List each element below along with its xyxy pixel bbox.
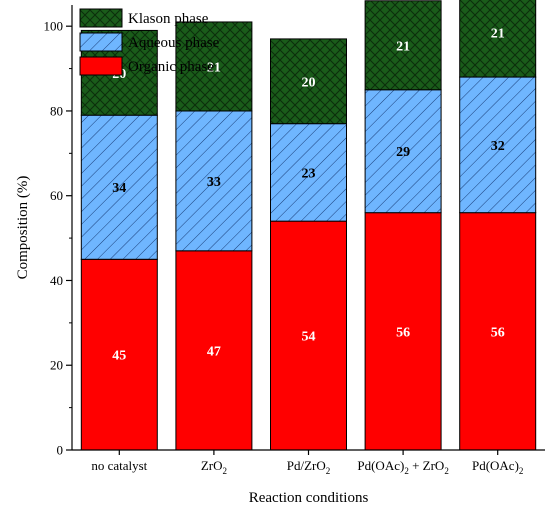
data-label-aqueous-phase-5: 32	[491, 139, 505, 154]
bar-aqueous-phase-3	[270, 123, 347, 222]
x-tick-label-1: no catalyst	[91, 458, 147, 473]
data-label-organic-phase-5: 56	[491, 325, 505, 340]
y-tick-label-20: 20	[50, 358, 63, 373]
bar-klason-phase-2	[175, 21, 253, 112]
data-label-organic-phase-1: 45	[112, 349, 126, 364]
bar-organic-phase-1	[80, 258, 158, 451]
data-label-organic-phase-4: 56	[396, 325, 410, 340]
legend-swatch-klason-phase	[79, 8, 123, 28]
labels-layer: 453420473321542320562921563221	[112, 27, 504, 364]
data-label-aqueous-phase-4: 29	[396, 145, 410, 160]
data-label-klason-phase-3: 20	[302, 75, 316, 90]
data-label-klason-phase-2: 21	[207, 60, 221, 75]
bar-klason-phase-4	[364, 0, 442, 91]
bars-layer	[80, 0, 537, 451]
y-axis-title: Composition (%)	[15, 176, 31, 280]
bar-organic-phase-5	[459, 212, 537, 451]
data-label-aqueous-phase-1: 34	[112, 181, 126, 196]
y-tick-label-100: 100	[44, 19, 64, 34]
x-axis-title: Reaction conditions	[249, 490, 369, 506]
x-tick-label-2: ZrO2	[201, 458, 227, 476]
legend-swatch-organic-phase	[79, 56, 123, 76]
bar-klason-phase-3	[270, 38, 347, 125]
y-tick-label-40: 40	[50, 273, 63, 288]
bar-aqueous-phase-2	[175, 110, 253, 252]
legend-label-klason-phase: Klason phase	[128, 11, 209, 27]
data-label-organic-phase-2: 47	[207, 344, 221, 359]
bar-organic-phase-2	[175, 250, 253, 451]
legend-label-organic-phase: Organic phase	[128, 59, 214, 75]
bar-aqueous-phase-4	[364, 89, 442, 214]
axes-layer: 0 20 40 60 80 100 no catalyst ZrO2 Pd/ZrO2 Pd(OAc…	[15, 5, 545, 506]
legend: Klason phase Aqueous phase Organic phase	[79, 8, 220, 76]
data-label-aqueous-phase-2: 33	[207, 175, 221, 190]
y-tick-label-80: 80	[50, 103, 63, 118]
data-label-klason-phase-5: 21	[491, 27, 505, 42]
bar-aqueous-phase-1	[80, 114, 158, 260]
data-label-aqueous-phase-3: 23	[302, 166, 316, 181]
data-label-organic-phase-3: 54	[302, 330, 316, 345]
y-tick-label-0: 0	[57, 443, 64, 458]
legend-swatch-aqueous-phase	[79, 32, 123, 52]
x-tick-label-5: Pd(OAc)2	[472, 458, 523, 476]
bar-klason-phase-5	[459, 0, 537, 78]
bar-organic-phase-4	[364, 212, 442, 451]
data-label-klason-phase-4: 21	[396, 39, 410, 54]
x-tick-label-4: Pd(OAc)2 + ZrO2	[357, 458, 448, 476]
y-tick-label-60: 60	[50, 188, 63, 203]
x-tick-label-3: Pd/ZrO2	[287, 458, 331, 476]
legend-label-aqueous-phase: Aqueous phase	[128, 35, 220, 51]
